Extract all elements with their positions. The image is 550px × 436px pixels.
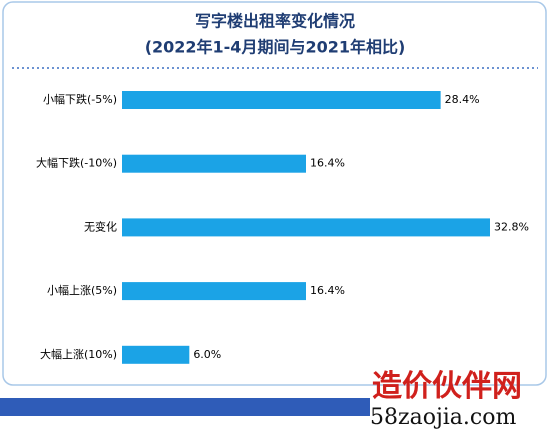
value-label: 16.4%: [310, 157, 345, 170]
bar: [122, 91, 441, 109]
category-label: 小幅上涨(5%): [47, 284, 117, 297]
value-label: 28.4%: [445, 93, 480, 106]
footer-band: [0, 398, 370, 416]
frame: [2, 1, 547, 386]
watermark-name: 造价伙伴网: [372, 369, 522, 404]
chart-subtitle: (2022年1-4月期间与2021年相比): [145, 38, 406, 57]
bar: [122, 218, 490, 237]
value-label: 32.8%: [494, 220, 529, 233]
category-label: 小幅下跌(-5%): [43, 92, 117, 106]
category-label: 大幅下跌(-10%): [36, 156, 117, 170]
chart-title: 写字楼出租率变化情况: [195, 12, 355, 31]
category-label: 大幅上涨(10%): [40, 347, 117, 361]
bar: [122, 154, 306, 173]
watermark-site: 58zaojia.com: [370, 405, 516, 430]
value-label: 16.4%: [310, 284, 345, 297]
bar: [122, 282, 306, 301]
category-label: 无变化: [84, 219, 117, 233]
value-label: 6.0%: [193, 348, 221, 361]
bar: [122, 345, 190, 364]
